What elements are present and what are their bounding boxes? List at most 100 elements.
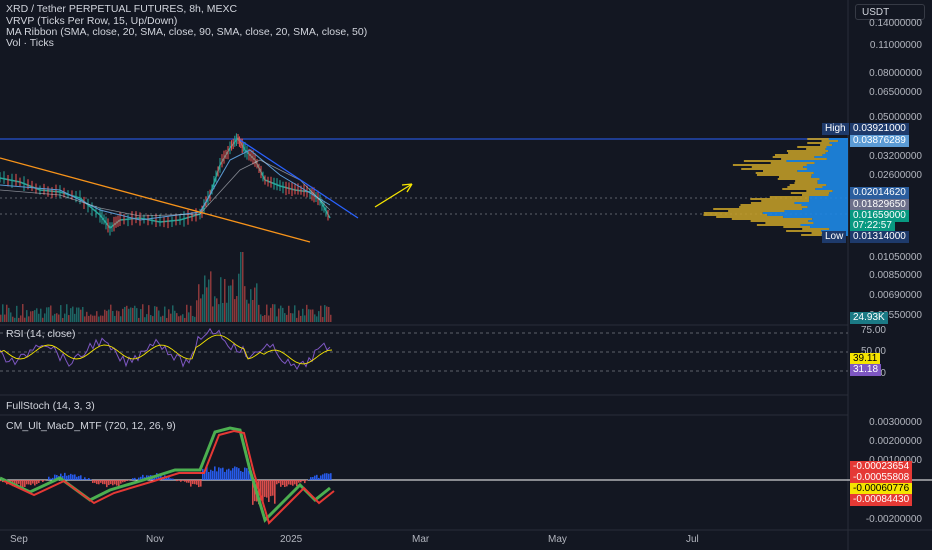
- time-axis-mar: Mar: [412, 534, 430, 545]
- vrvp-row: [728, 210, 785, 212]
- volume-bar: [192, 315, 194, 322]
- macd-histogram-bar: [102, 480, 104, 485]
- volume-bar: [182, 314, 184, 322]
- high-value-tag: 0.03921000: [850, 123, 909, 135]
- macd-axis-3: 0.00100000: [869, 455, 922, 466]
- volume-bar: [164, 306, 166, 322]
- vrvp-row: [801, 204, 848, 206]
- vrvp-legend[interactable]: VRVP (Ticks Per Row, 15, Up/Down): [6, 15, 178, 27]
- rsi-axis-50: 50.00: [860, 346, 886, 357]
- volume-bar: [124, 306, 126, 322]
- volume-bar: [16, 305, 18, 322]
- vrvp-row: [786, 160, 848, 162]
- volume-bar: [134, 305, 136, 322]
- macd-histogram-bar: [38, 480, 40, 484]
- macd-histogram-bar: [236, 467, 238, 480]
- volume-bar: [130, 307, 132, 322]
- volume-bar: [128, 308, 130, 322]
- macd-histogram-bar: [280, 480, 282, 487]
- volume-bar: [234, 299, 236, 322]
- volume-bar: [12, 316, 14, 322]
- macd-histogram-bar: [186, 480, 188, 483]
- macd-histogram-bar: [48, 476, 50, 480]
- macd-histogram-bar: [268, 480, 270, 502]
- currency-button[interactable]: USDT: [855, 4, 925, 20]
- volume-bar: [252, 299, 254, 322]
- volume-bar: [146, 314, 148, 322]
- volume-bar: [136, 308, 138, 322]
- volume-bar: [14, 317, 16, 322]
- volume-bar: [296, 317, 298, 322]
- macd-histogram-bar: [24, 480, 26, 487]
- vrvp-row: [828, 150, 848, 152]
- vrvp-row: [713, 208, 803, 210]
- volume-bar: [316, 316, 318, 322]
- fullstoch-legend[interactable]: FullStoch (14, 3, 3): [6, 400, 95, 412]
- macd-histogram-bar: [330, 473, 332, 480]
- volume-bar: [110, 304, 112, 322]
- vrvp-row: [769, 196, 810, 198]
- symbol-title[interactable]: XRD / Tether PERPETUAL FUTURES, 8h, MEXC: [6, 3, 238, 15]
- ma-ribbon-legend[interactable]: MA Ribbon (SMA, close, 20, SMA, close, 9…: [6, 26, 368, 38]
- macd-legend[interactable]: CM_Ult_MacD_MTF (720, 12, 26, 9): [6, 420, 176, 432]
- rsi-legend[interactable]: RSI (14, close): [6, 328, 76, 340]
- macd-histogram-bar: [316, 474, 318, 480]
- vrvp-row: [806, 164, 848, 166]
- volume-bar: [60, 305, 62, 322]
- vrvp-row: [829, 192, 848, 194]
- volume-bar: [202, 294, 204, 322]
- volume-bar: [44, 313, 46, 322]
- volume-bar: [114, 315, 116, 322]
- macd-histogram-bar: [168, 476, 170, 480]
- countdown-tag: 07:22:57: [850, 220, 895, 232]
- volume-bar: [0, 314, 2, 322]
- volume-bar: [228, 285, 230, 322]
- macd-histogram-bar: [224, 471, 226, 480]
- vrvp-row: [811, 174, 848, 176]
- vrvp-row: [797, 170, 848, 172]
- vrvp-row: [731, 218, 813, 220]
- macd-histogram-bar: [204, 470, 206, 480]
- macd-histogram-bar: [326, 473, 328, 480]
- volume-bar: [58, 314, 60, 322]
- price-axis-label: 0.00850000: [869, 270, 922, 281]
- volume-bar: [68, 315, 70, 322]
- volume-bar: [176, 313, 178, 322]
- volume-bar: [80, 309, 82, 322]
- macd-histogram-bar: [288, 480, 290, 485]
- macd-histogram-bar: [234, 466, 236, 480]
- vrvp-row: [795, 180, 818, 182]
- vrvp-row: [815, 188, 848, 190]
- vrvp-row: [832, 190, 848, 192]
- volume-bar: [212, 306, 214, 322]
- trendline-blue: [239, 139, 359, 219]
- vrvp-row: [819, 178, 848, 180]
- vrvp-row: [786, 230, 822, 232]
- vrvp-row: [770, 162, 815, 164]
- macd-histogram-bar: [266, 480, 268, 498]
- macd-histogram-bar: [106, 480, 108, 488]
- macd-histogram-bar: [30, 480, 32, 486]
- volume-bar: [100, 315, 102, 322]
- volume-bar: [6, 304, 8, 322]
- price-axis-label: 0.01050000: [869, 252, 922, 263]
- trendline-orange: [0, 157, 311, 243]
- volume-bar: [286, 314, 288, 322]
- volume-bar: [280, 305, 282, 322]
- volume-legend[interactable]: Vol · Ticks: [6, 37, 54, 49]
- vrvp-row: [814, 162, 848, 164]
- volume-bar: [258, 304, 260, 322]
- macd-histogram-bar: [112, 480, 114, 486]
- macd-histogram-bar: [2, 480, 4, 483]
- macd-histogram-bar: [286, 480, 288, 487]
- volume-bar: [236, 296, 238, 322]
- macd-histogram-bar: [36, 480, 38, 485]
- macd-histogram-bar: [194, 480, 196, 485]
- volume-bar: [102, 315, 104, 322]
- macd-histogram-bar: [246, 468, 248, 480]
- macd-histogram-bar: [222, 467, 224, 480]
- macd-histogram-bar: [140, 476, 142, 480]
- vrvp-row: [809, 196, 848, 198]
- macd-histogram-bar: [228, 468, 230, 480]
